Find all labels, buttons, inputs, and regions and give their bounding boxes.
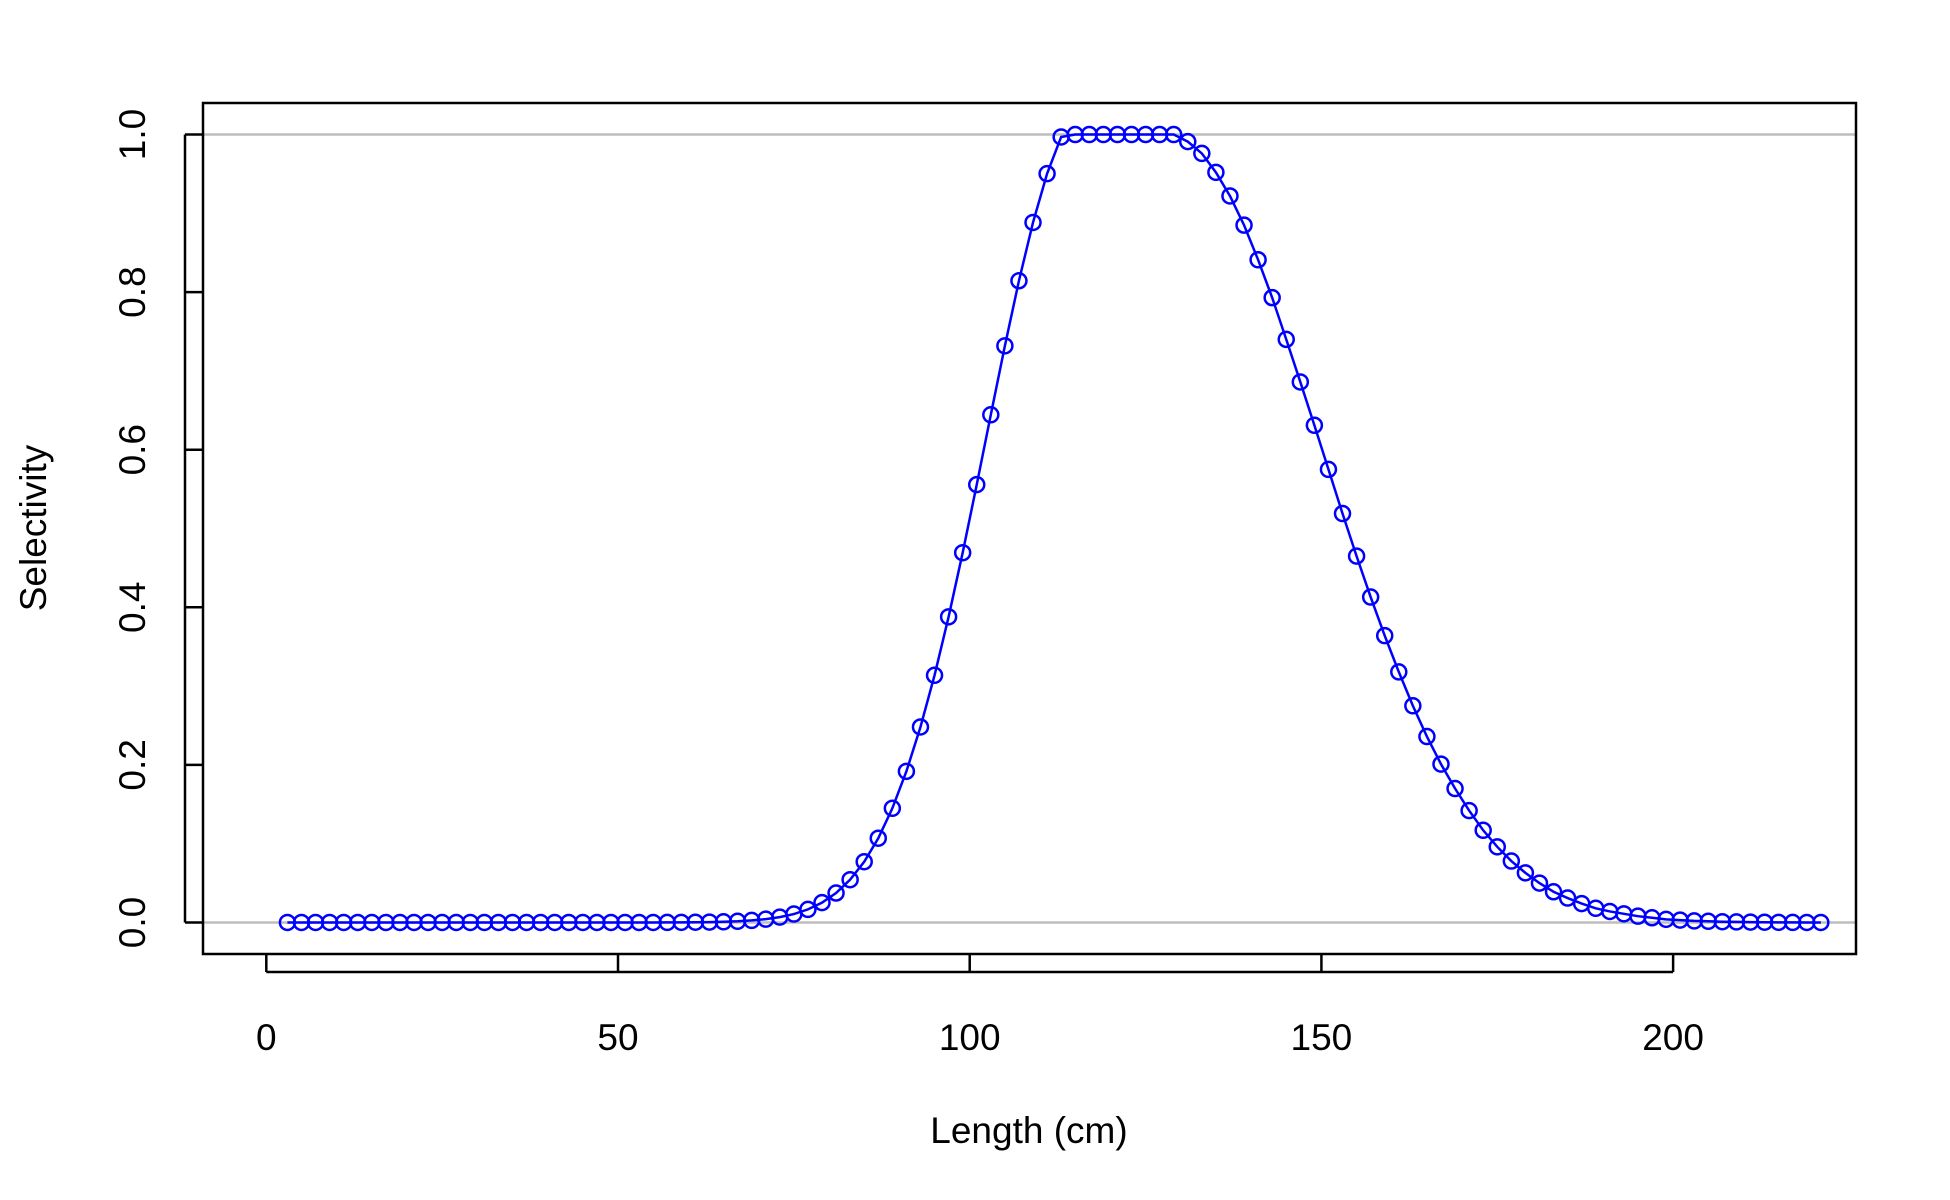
data-point [1263, 288, 1281, 307]
data-point [1347, 547, 1366, 565]
data-point [883, 799, 902, 818]
x-tick-label: 200 [1642, 1017, 1704, 1058]
data-point [1404, 697, 1422, 715]
data-point [1361, 588, 1380, 606]
data-point [1207, 163, 1225, 182]
data-point [799, 900, 817, 919]
data-point [1460, 801, 1478, 820]
data-point [1319, 460, 1338, 479]
data-point [1544, 883, 1563, 901]
data-point [967, 475, 986, 494]
data-point [1305, 416, 1324, 435]
x-axis-title: Length (cm) [930, 1110, 1127, 1151]
y-tick-label: 0.2 [112, 739, 153, 790]
x-tick-label: 100 [939, 1017, 1001, 1058]
data-point [996, 337, 1014, 355]
data-point [1446, 779, 1464, 798]
data-point [1488, 838, 1507, 856]
y-tick-label: 0.0 [112, 897, 153, 948]
y-tick-label: 0.8 [112, 266, 153, 317]
series-layer [278, 125, 1830, 932]
y-tick-label: 0.4 [112, 582, 153, 633]
y-axis: 0.0 0.2 0.4 0.6 0.8 1.0 [112, 109, 203, 948]
y-tick-label: 0.6 [112, 424, 153, 475]
data-point [1390, 663, 1408, 681]
data-point [1164, 125, 1183, 144]
data-point [925, 666, 944, 685]
data-point [1024, 213, 1042, 232]
data-point [1516, 864, 1535, 882]
data-point [1418, 727, 1436, 746]
data-point [1432, 755, 1450, 773]
data-point [869, 829, 888, 847]
y-tick-label: 1.0 [112, 109, 153, 160]
data-point [982, 406, 1000, 424]
data-point [1221, 187, 1239, 205]
x-tick-label: 150 [1291, 1017, 1353, 1058]
y-axis-title: Selectivity [13, 444, 54, 611]
data-point [1291, 373, 1310, 391]
data-point [1375, 626, 1394, 645]
data-point [1812, 913, 1830, 932]
data-point [1179, 132, 1197, 151]
data-point [1249, 251, 1267, 269]
data-point [841, 870, 859, 889]
data-point [1193, 144, 1211, 163]
data-point [855, 852, 873, 871]
plot-frame [201, 101, 1858, 956]
series-line [287, 133, 1821, 924]
x-tick-label: 50 [597, 1017, 638, 1058]
data-point [1010, 272, 1028, 290]
data-point [897, 762, 916, 781]
data-point [1474, 821, 1492, 840]
data-point [1235, 216, 1253, 234]
data-point [911, 718, 930, 736]
data-point [1502, 852, 1521, 870]
data-point [953, 543, 972, 562]
data-point [1038, 164, 1056, 183]
data-point [1277, 330, 1295, 349]
data-point [1333, 504, 1352, 523]
data-point [813, 893, 831, 912]
data-point [1530, 874, 1549, 892]
data-point [939, 608, 958, 626]
data-point [827, 884, 845, 902]
x-tick-label: 0 [256, 1017, 277, 1058]
x-axis: 0 50 100 150 200 [256, 954, 1704, 1058]
